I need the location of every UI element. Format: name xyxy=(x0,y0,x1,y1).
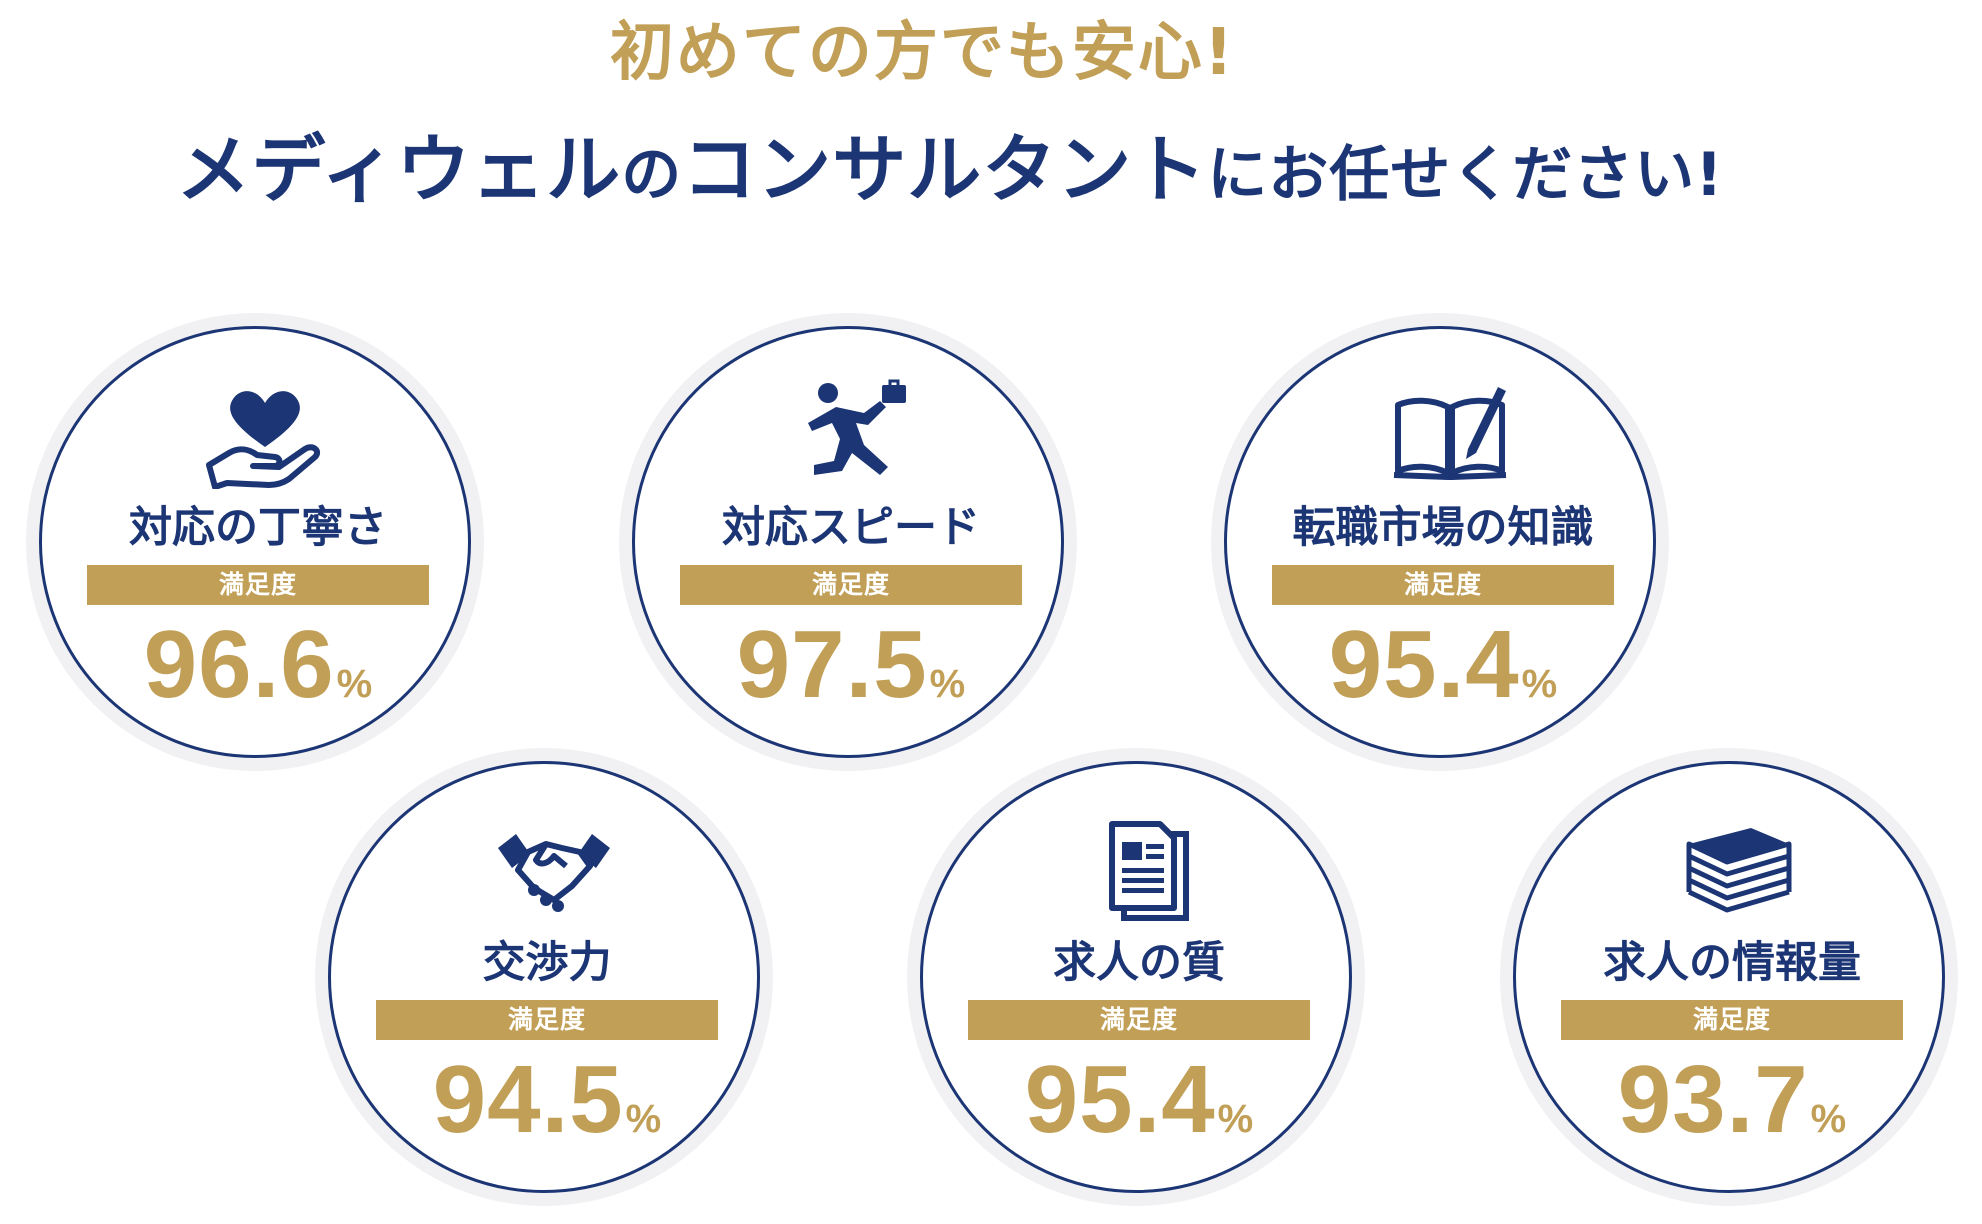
badge-label: 対応の丁寧さ xyxy=(129,503,387,553)
badge-politeness: 対応の丁寧さ 満足度 96.6% xyxy=(26,313,484,771)
satisfaction-bar: 満足度 xyxy=(376,1000,718,1040)
satisfaction-bar: 満足度 xyxy=(968,1000,1310,1040)
badge-job-information: 求人の情報量 満足度 93.7% xyxy=(1500,748,1958,1206)
headline-particle: の xyxy=(621,140,683,210)
book-stack-icon xyxy=(1679,814,1799,924)
badge-job-quality: 求人の質 満足度 95.4% xyxy=(907,748,1365,1206)
badge-label: 対応スピード xyxy=(722,503,980,553)
headline-consultant: コンサルタント xyxy=(682,127,1208,213)
open-book-pen-icon xyxy=(1390,379,1510,489)
satisfaction-value: 97.5% xyxy=(736,611,966,718)
running-businessman-icon xyxy=(798,379,918,489)
badge-label: 求人の情報量 xyxy=(1603,938,1861,988)
headline-request: にお任せください! xyxy=(1207,140,1724,210)
satisfaction-bar: 満足度 xyxy=(87,565,429,605)
badge-label: 転職市場の知識 xyxy=(1292,503,1594,553)
satisfaction-value: 95.4% xyxy=(1328,611,1558,718)
handshake-icon xyxy=(494,814,614,924)
badge-label: 交渉力 xyxy=(482,938,612,988)
headline-company: メディウェル xyxy=(176,127,622,213)
satisfaction-value: 94.5% xyxy=(432,1046,662,1153)
badge-negotiation: 交渉力 満足度 94.5% xyxy=(315,748,773,1206)
satisfaction-value: 93.7% xyxy=(1617,1046,1847,1153)
satisfaction-value: 96.6% xyxy=(143,611,373,718)
documents-icon xyxy=(1086,814,1206,924)
headline-line1: 初めての方でも安心! xyxy=(609,16,1236,90)
satisfaction-bar: 満足度 xyxy=(1272,565,1614,605)
satisfaction-value: 95.4% xyxy=(1024,1046,1254,1153)
badge-market-knowledge: 転職市場の知識 満足度 95.4% xyxy=(1211,313,1669,771)
satisfaction-bar: 満足度 xyxy=(1561,1000,1903,1040)
headline-line2: メディウェルのコンサルタントにお任せください! xyxy=(50,120,1850,225)
heart-hand-icon xyxy=(205,379,325,489)
badge-speed: 対応スピード 満足度 97.5% xyxy=(619,313,1077,771)
badge-label: 求人の質 xyxy=(1053,938,1225,988)
satisfaction-bar: 満足度 xyxy=(680,565,1022,605)
